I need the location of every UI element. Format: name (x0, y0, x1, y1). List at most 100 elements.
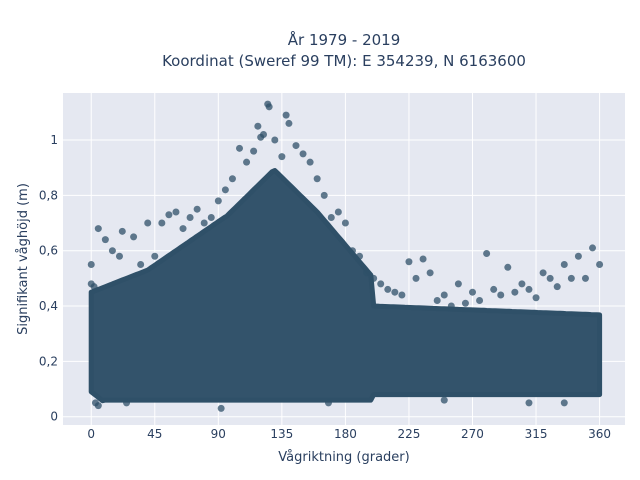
data-point (581, 274, 589, 282)
data-point (260, 131, 268, 138)
y-tick-label: 0,6 (39, 244, 58, 258)
data-points (87, 100, 604, 412)
data-point (207, 214, 215, 221)
x-tick-label: 90 (211, 427, 226, 441)
data-point (101, 236, 109, 244)
data-point (596, 261, 604, 269)
data-point (532, 294, 540, 302)
x-tick-label: 360 (588, 427, 611, 441)
data-point (567, 274, 575, 282)
data-point (490, 285, 498, 293)
data-point (560, 261, 568, 269)
data-point (144, 219, 152, 227)
data-point (511, 288, 519, 296)
data-point (560, 399, 568, 407)
data-point (186, 214, 194, 221)
x-tick-label: 225 (398, 427, 421, 441)
data-point (228, 175, 236, 183)
data-point (137, 261, 145, 269)
data-point (497, 291, 505, 299)
data-point (539, 269, 547, 277)
data-point (320, 191, 328, 199)
data-point (200, 219, 208, 227)
data-point (254, 122, 262, 130)
data-point (324, 399, 332, 407)
data-point (518, 280, 526, 288)
data-point (476, 297, 484, 304)
data-point (285, 119, 293, 127)
data-point (440, 291, 448, 299)
y-axis-title: Signifikant våghöjd (m) (16, 183, 31, 335)
data-point (243, 158, 251, 166)
data-point (377, 280, 385, 288)
y-tick-label: 0,8 (39, 188, 58, 202)
y-tick-label: 1 (50, 133, 58, 147)
data-point (468, 288, 476, 296)
data-point (278, 153, 286, 161)
data-point (426, 269, 434, 277)
data-point (151, 252, 159, 260)
data-point (483, 249, 491, 257)
data-point (370, 274, 378, 282)
data-point (391, 288, 399, 296)
data-point (115, 252, 123, 260)
data-point (313, 175, 321, 183)
data-point (158, 219, 166, 227)
data-point (440, 396, 448, 404)
data-point (348, 247, 356, 255)
data-point (461, 299, 469, 307)
data-point (384, 285, 392, 293)
data-point (282, 111, 290, 119)
data-point (356, 252, 364, 260)
chart-subtitle: Koordinat (Sweref 99 TM): E 354239, N 61… (162, 52, 526, 70)
data-point (398, 291, 406, 299)
data-point (405, 258, 413, 266)
x-axis-ticks: 0 45 90 135 180 225 270 315 360 (87, 427, 611, 441)
data-point (334, 208, 342, 216)
data-point (118, 227, 126, 235)
data-point (299, 150, 307, 158)
data-point (454, 280, 462, 288)
data-point (525, 285, 533, 293)
data-point (271, 136, 279, 144)
data-point (553, 283, 561, 291)
data-point (123, 399, 131, 407)
data-point (504, 263, 512, 271)
data-point (236, 144, 244, 152)
x-tick-label: 315 (525, 427, 548, 441)
data-point (546, 274, 554, 282)
data-point (341, 219, 349, 227)
data-point (412, 274, 420, 282)
data-point (217, 404, 225, 412)
data-point (589, 244, 597, 252)
data-point (419, 255, 427, 263)
y-axis-ticks: 0 0,2 0,4 0,6 0,8 1 (39, 133, 58, 424)
y-tick-label: 0,2 (39, 354, 58, 368)
y-tick-label: 0,4 (39, 299, 58, 313)
data-point (172, 208, 180, 216)
data-point (179, 225, 187, 233)
data-point (108, 247, 116, 255)
data-point (130, 233, 138, 241)
dense-point-mass (88, 168, 603, 404)
data-point (433, 297, 441, 304)
data-point (221, 186, 229, 194)
x-tick-label: 0 (87, 427, 95, 441)
chart-title: År 1979 - 2019 (288, 30, 401, 49)
x-tick-label: 45 (147, 427, 162, 441)
data-point (87, 261, 95, 269)
x-tick-label: 270 (461, 427, 484, 441)
x-tick-label: 135 (270, 427, 293, 441)
data-point (447, 302, 455, 310)
data-point-cloud (88, 168, 603, 404)
x-tick-label: 180 (334, 427, 357, 441)
data-point (525, 399, 533, 407)
data-point (250, 147, 258, 155)
data-point (574, 252, 582, 260)
y-tick-label: 0 (50, 410, 58, 424)
data-point (265, 103, 273, 111)
x-axis-title: Vågriktning (grader) (278, 450, 409, 465)
data-point (292, 142, 300, 150)
data-point (90, 283, 98, 291)
